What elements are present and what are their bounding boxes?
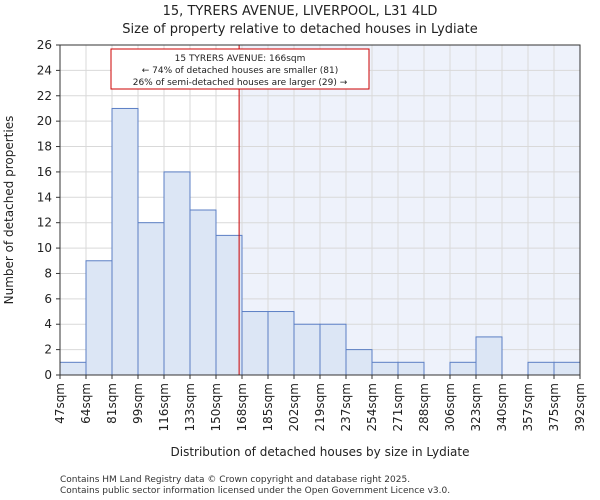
chart-subtitle: Size of property relative to detached ho… (122, 22, 477, 37)
x-tick-label: 133sqm (183, 383, 197, 431)
bar (397, 361, 425, 376)
bar (319, 323, 347, 376)
bar (189, 209, 217, 376)
x-tick-label: 64sqm (79, 383, 93, 424)
x-axis-ticks: 47sqm 64sqm 81sqm 99sqm 116sqm 133sqm 150sqm 16… (53, 375, 587, 431)
y-tick-label: 10 (37, 241, 52, 255)
y-tick-label: 4 (44, 317, 52, 331)
x-tick-label: 47sqm (53, 383, 67, 424)
footer-line-1: Contains HM Land Registry data © Crown c… (60, 475, 410, 485)
x-tick-label: 116sqm (157, 383, 171, 431)
x-tick-label: 271sqm (391, 383, 405, 431)
bar (449, 361, 477, 376)
bar (137, 222, 165, 376)
x-tick-label: 306sqm (443, 383, 457, 431)
x-tick-label: 202sqm (287, 383, 301, 431)
x-tick-label: 340sqm (495, 383, 509, 431)
x-tick-label: 254sqm (365, 383, 379, 431)
annotation-box: 15 TYRERS AVENUE: 166sqm ← 74% of detach… (110, 48, 370, 90)
annotation-smaller: ← 74% of detached houses are smaller (81… (142, 66, 339, 76)
bar (553, 361, 581, 376)
chart-title: 15, TYRERS AVENUE, LIVERPOOL, L31 4LD (163, 4, 438, 19)
bars (59, 107, 581, 376)
bar (475, 336, 503, 376)
bar (111, 107, 139, 376)
x-tick-label: 288sqm (417, 383, 431, 431)
x-tick-label: 99sqm (131, 383, 145, 424)
bar (215, 234, 243, 376)
x-tick-label: 357sqm (521, 383, 535, 431)
x-tick-label: 237sqm (339, 383, 353, 431)
y-tick-label: 26 (37, 38, 52, 52)
y-tick-label: 22 (37, 89, 52, 103)
bar (345, 349, 373, 376)
x-tick-label: 150sqm (209, 383, 223, 431)
annotation-title: 15 TYRERS AVENUE: 166sqm (175, 54, 306, 64)
x-tick-label: 185sqm (261, 383, 275, 431)
annotation-larger: 26% of semi-detached houses are larger (… (133, 78, 348, 88)
bar (85, 260, 113, 376)
bar (241, 311, 269, 376)
y-tick-label: 24 (37, 63, 52, 77)
highlight-region (239, 45, 580, 375)
bar (59, 361, 87, 376)
x-tick-label: 375sqm (547, 383, 561, 431)
bar (163, 171, 191, 376)
y-tick-label: 14 (37, 190, 52, 204)
y-tick-label: 8 (44, 266, 52, 280)
bar (371, 361, 399, 376)
x-tick-label: 392sqm (573, 383, 587, 431)
y-tick-label: 0 (44, 368, 52, 382)
y-tick-label: 18 (37, 140, 52, 154)
bar (527, 361, 555, 376)
x-tick-label: 219sqm (313, 383, 327, 431)
x-tick-label: 323sqm (469, 383, 483, 431)
y-tick-label: 12 (37, 216, 52, 230)
y-axis-label: Number of detached properties (2, 116, 16, 305)
x-axis-label: Distribution of detached houses by size … (171, 445, 470, 459)
x-tick-label: 81sqm (105, 383, 119, 424)
bar (293, 323, 321, 376)
footer-line-2: Contains public sector information licen… (60, 486, 450, 496)
x-tick-label: 168sqm (235, 383, 249, 431)
bar (267, 311, 295, 376)
y-tick-label: 6 (44, 292, 52, 306)
y-tick-label: 16 (37, 165, 52, 179)
y-tick-label: 2 (44, 343, 52, 357)
y-tick-label: 20 (37, 114, 52, 128)
